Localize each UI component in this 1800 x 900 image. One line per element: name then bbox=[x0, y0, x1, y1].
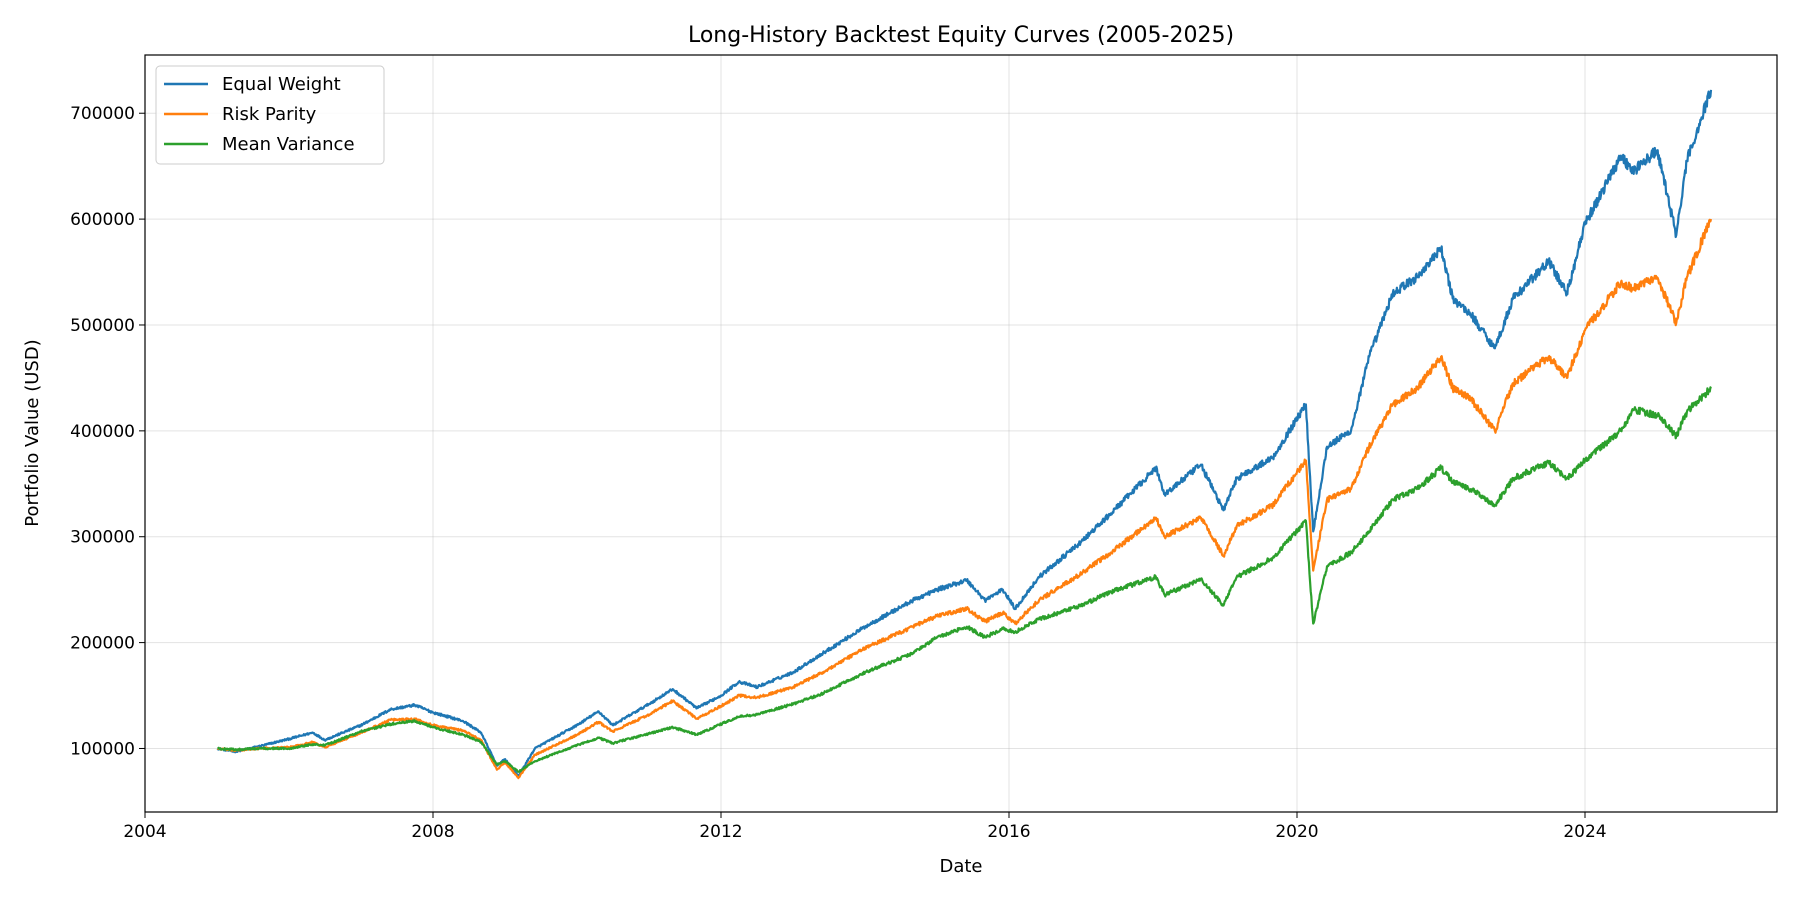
y-tick-label: 700000 bbox=[70, 104, 135, 124]
y-tick-label: 100000 bbox=[70, 739, 135, 759]
series-line-risk-parity bbox=[216, 218, 1713, 780]
y-axis-label: Portfolio Value (USD) bbox=[22, 339, 43, 526]
legend-label: Mean Variance bbox=[222, 134, 355, 155]
y-tick-label: 300000 bbox=[70, 528, 135, 548]
x-tick-label: 2012 bbox=[699, 822, 742, 842]
x-tick-label: 2020 bbox=[1275, 822, 1318, 842]
y-axis-ticks: 100000 200000 300000 400000 500000 600000 7000… bbox=[70, 104, 145, 759]
x-axis-label: Date bbox=[939, 856, 982, 877]
legend-box bbox=[155, 65, 385, 165]
series-line-equal-weight bbox=[216, 89, 1713, 778]
x-tick-label: 2008 bbox=[411, 822, 454, 842]
y-tick-label: 200000 bbox=[70, 634, 135, 654]
y-tick-label: 600000 bbox=[70, 210, 135, 230]
series-lines bbox=[216, 89, 1713, 780]
plot-frame bbox=[144, 54, 1778, 813]
y-tick-label: 500000 bbox=[70, 316, 135, 336]
y-tick-label: 400000 bbox=[70, 422, 135, 442]
x-axis-ticks: 2004 2008 2012 2016 2020 2024 bbox=[123, 812, 1607, 842]
x-tick-label: 2024 bbox=[1563, 822, 1606, 842]
series-line-mean-variance bbox=[217, 386, 1712, 773]
x-tick-label: 2016 bbox=[987, 822, 1030, 842]
legend-label: Risk Parity bbox=[222, 104, 317, 125]
legend: Equal Weight Risk Parity Mean Variance bbox=[155, 65, 385, 165]
legend-label: Equal Weight bbox=[222, 74, 341, 95]
chart-title: Long-History Backtest Equity Curves (200… bbox=[688, 23, 1234, 48]
x-tick-label: 2004 bbox=[123, 822, 166, 842]
